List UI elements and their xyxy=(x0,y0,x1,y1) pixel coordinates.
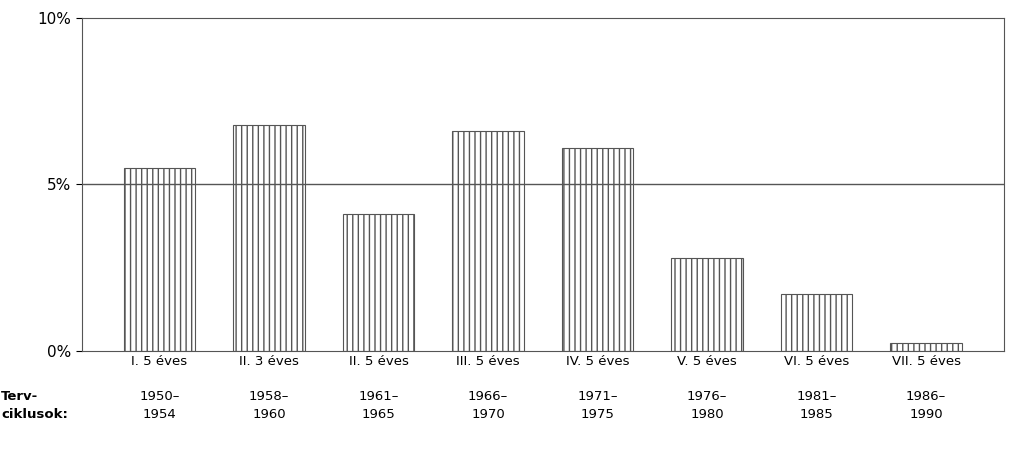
Text: 1961–: 1961– xyxy=(358,390,398,403)
Bar xyxy=(562,148,633,351)
Text: ciklusok:: ciklusok: xyxy=(1,408,69,421)
Text: 1990: 1990 xyxy=(909,408,943,421)
Text: 1975: 1975 xyxy=(581,408,614,421)
Text: 1986–: 1986– xyxy=(906,390,946,403)
Text: 1971–: 1971– xyxy=(578,390,617,403)
Bar xyxy=(781,294,852,351)
Bar xyxy=(891,343,962,351)
Text: 1981–: 1981– xyxy=(797,390,837,403)
Bar xyxy=(233,125,304,351)
Text: 1950–: 1950– xyxy=(139,390,179,403)
Text: 1970: 1970 xyxy=(471,408,505,421)
Text: 1980: 1980 xyxy=(690,408,724,421)
Text: 1976–: 1976– xyxy=(687,390,727,403)
Text: Terv-: Terv- xyxy=(1,390,39,403)
Text: 1965: 1965 xyxy=(361,408,395,421)
Text: 1960: 1960 xyxy=(252,408,286,421)
Bar xyxy=(124,168,195,351)
Text: 1954: 1954 xyxy=(142,408,176,421)
Bar xyxy=(343,215,414,351)
Text: 1966–: 1966– xyxy=(468,390,508,403)
Bar xyxy=(453,131,523,351)
Text: 1985: 1985 xyxy=(800,408,834,421)
Bar xyxy=(672,258,742,351)
Text: 1958–: 1958– xyxy=(249,390,289,403)
